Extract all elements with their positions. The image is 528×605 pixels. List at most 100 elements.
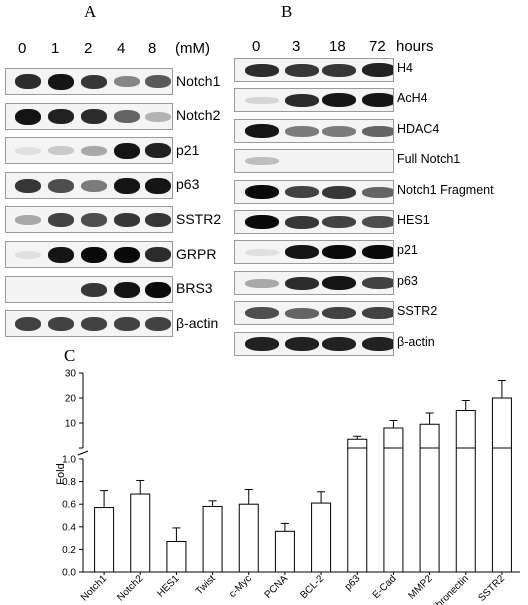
panel-a-lane-1: 1 xyxy=(51,40,60,57)
panel-a-band xyxy=(48,247,74,263)
panel-a-blot-0 xyxy=(5,68,173,95)
panel-a-band xyxy=(48,146,74,156)
panel-b-band xyxy=(362,336,393,351)
panel-b-band xyxy=(362,125,393,137)
panel-b-band xyxy=(322,245,356,260)
bar xyxy=(94,507,115,573)
bar xyxy=(311,502,332,573)
panel-a-blot-6 xyxy=(5,275,173,303)
panel-a-band xyxy=(81,75,107,89)
panel-a-band xyxy=(48,74,74,90)
panel-a-band xyxy=(114,247,140,263)
panel-a-band xyxy=(15,251,41,259)
panel-a-band xyxy=(114,143,140,160)
panel-a-band xyxy=(114,177,140,194)
panel-b-band xyxy=(322,93,356,108)
panel-a-band xyxy=(145,111,171,122)
panel-b-blot-0 xyxy=(234,58,394,82)
panel-b-band xyxy=(322,125,356,137)
panel-b-blot-3 xyxy=(234,149,394,174)
panel-b-lane-1: 3 xyxy=(292,38,301,55)
lower-y-tick-label: 0.0 xyxy=(62,568,76,579)
panel-b-blot-2 xyxy=(234,118,394,143)
lower-y-tick-label: 0.4 xyxy=(62,522,76,533)
panel-a-row-label: GRPR xyxy=(176,245,217,262)
panel-a-band xyxy=(48,108,74,124)
panel-b-letter: B xyxy=(281,2,293,21)
panel-b-blot-5 xyxy=(234,210,394,234)
panel-a-lane-2: 2 xyxy=(84,40,93,57)
panel-a-row-label: BRS3 xyxy=(176,280,213,297)
panel-b-band xyxy=(322,216,356,228)
panel-a-band xyxy=(81,146,107,157)
panel-b-band xyxy=(285,125,319,137)
upper-y-tick-label: 10 xyxy=(65,419,77,430)
panel-a-band xyxy=(145,143,171,159)
upper-y-tick-label: 30 xyxy=(65,369,77,380)
x-tick-label: Twist xyxy=(194,573,218,597)
panel-a-band xyxy=(48,317,74,332)
panel-b-band xyxy=(245,278,279,288)
panel-b-band xyxy=(362,93,393,108)
axis-break-mark xyxy=(77,450,89,456)
panel-b-band xyxy=(362,186,393,198)
panel-a-band xyxy=(114,109,140,123)
panel-a-blot-5 xyxy=(5,241,173,268)
panel-a-band xyxy=(48,213,74,228)
panel-a-band xyxy=(81,108,107,124)
panel-b-band xyxy=(245,336,279,351)
bar xyxy=(238,503,259,573)
panel-a-row-label: p21 xyxy=(176,141,200,158)
bar xyxy=(347,438,368,449)
panel-b-band xyxy=(322,64,356,77)
panel-a-band xyxy=(114,317,140,332)
panel-a-band xyxy=(81,247,107,263)
panel-a-blot-1 xyxy=(5,102,173,130)
panel-b-band xyxy=(322,336,356,351)
panel-a-band xyxy=(114,281,140,298)
panel-b-blot-1 xyxy=(234,88,394,113)
panel-b-row-label: Notch1 Fragment xyxy=(397,182,494,197)
panel-a-blot-7 xyxy=(5,310,173,338)
panel-a-band xyxy=(81,213,107,228)
panel-a-row-label: Notch1 xyxy=(176,72,221,89)
x-tick-label: HES1 xyxy=(155,573,182,600)
panel-b-band xyxy=(322,185,356,199)
panel-a-band xyxy=(15,147,41,156)
x-tick-label: Fibronectin xyxy=(428,573,471,605)
panel-a-band xyxy=(48,178,74,193)
x-tick-label: BCL-2 xyxy=(298,573,326,601)
panel-c-letter: C xyxy=(64,346,76,365)
y-axis-label: Fold xyxy=(55,463,67,484)
panel-a-row-label: SSTR2 xyxy=(176,210,222,227)
panel-a-band xyxy=(145,247,171,262)
panel-b-row-label: p21 xyxy=(397,243,418,258)
panel-b-band xyxy=(285,64,319,77)
panel-b-blot-6 xyxy=(234,240,394,265)
panel-a-band xyxy=(15,74,41,89)
panel-b-band xyxy=(245,184,279,199)
panel-b-band xyxy=(362,307,393,320)
panel-a-band xyxy=(114,76,140,87)
panel-b-blot-7 xyxy=(234,270,394,295)
panel-a-lane-3: 4 xyxy=(117,40,126,57)
panel-b-band xyxy=(362,276,393,289)
panel-b-band xyxy=(245,123,279,138)
panel-a-lane-0: 0 xyxy=(18,40,27,57)
x-tick-label: SSTR2 xyxy=(476,573,507,604)
panel-b-row-label: p63 xyxy=(397,273,418,288)
panel-a-band xyxy=(81,282,107,297)
panel-b-unit-label: hours xyxy=(396,38,434,55)
panel-b-band xyxy=(362,245,393,260)
panel-b-row-label: H4 xyxy=(397,61,413,75)
panel-a-unit-label: (mM) xyxy=(175,40,210,57)
x-tick-label: Notch2 xyxy=(115,573,145,603)
x-tick-label: Notch1 xyxy=(79,573,109,603)
panel-b-band xyxy=(245,249,279,257)
panel-a-band xyxy=(145,213,171,228)
panel-b-band xyxy=(285,94,319,108)
x-tick-label: p63 xyxy=(343,573,363,593)
panel-b-lane-0: 0 xyxy=(252,38,261,55)
panel-a-row-label: Notch2 xyxy=(176,107,221,124)
bar xyxy=(202,505,223,573)
